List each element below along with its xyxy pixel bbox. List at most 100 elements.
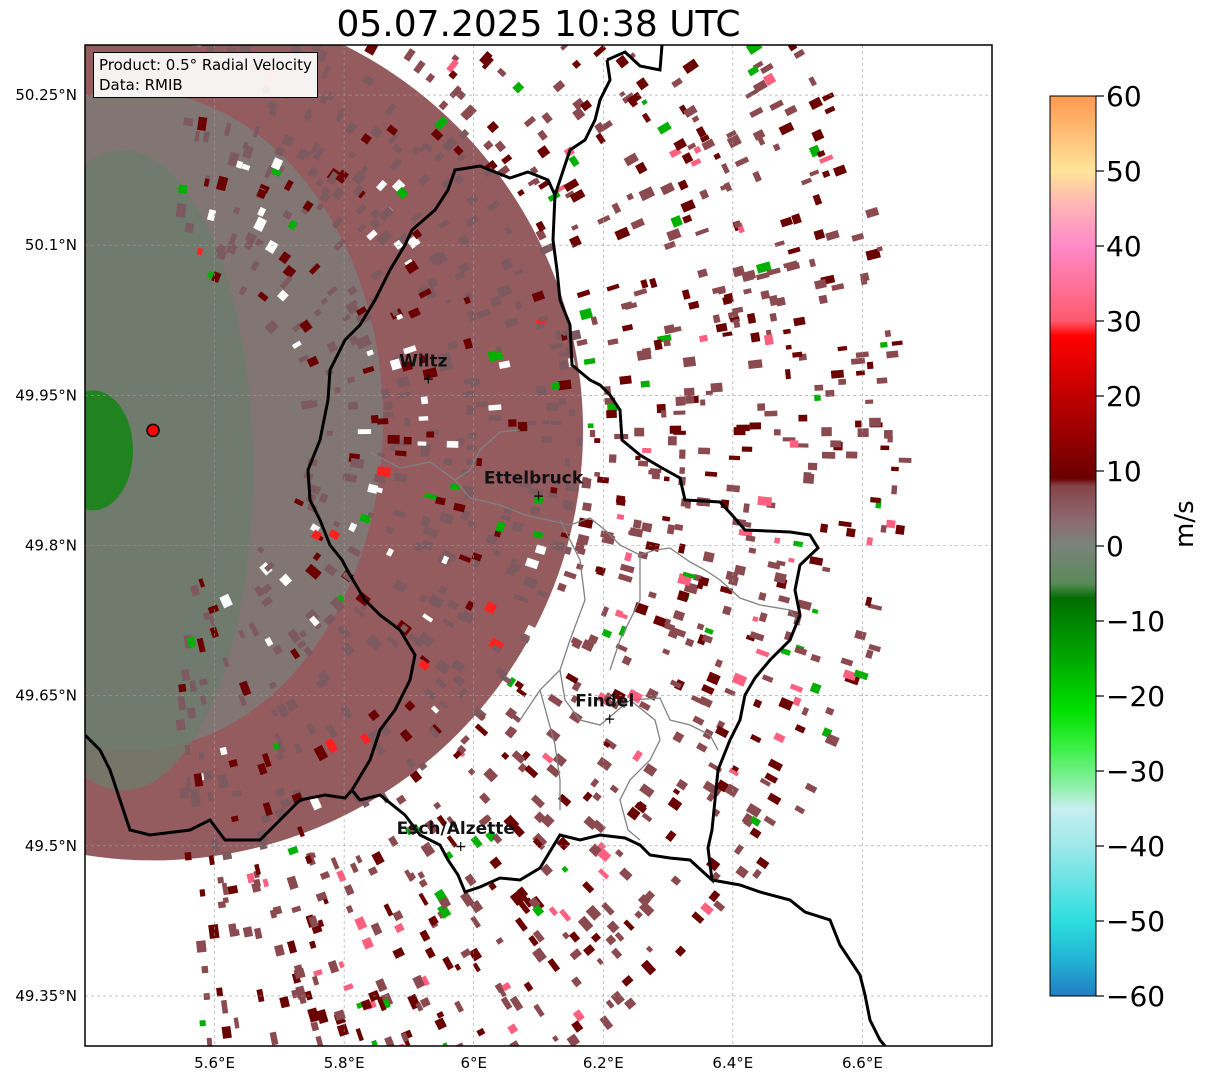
radar-gate xyxy=(418,416,429,421)
radar-gate xyxy=(745,634,756,642)
radar-gate xyxy=(187,636,196,648)
radar-gate xyxy=(667,436,677,446)
radar-gate xyxy=(404,826,413,836)
radar-gate xyxy=(391,179,406,193)
radar-gate xyxy=(378,206,394,222)
radar-gate xyxy=(840,657,854,667)
radar-gate xyxy=(547,693,563,708)
radar-gate xyxy=(356,223,367,233)
radar-gate xyxy=(831,283,845,292)
radar-gate xyxy=(794,724,806,734)
radar-gate xyxy=(325,723,338,739)
radar-gate xyxy=(787,246,801,255)
radar-gate xyxy=(783,260,798,269)
radar-gate xyxy=(667,796,683,811)
radar-gate xyxy=(424,492,438,500)
radar-gate xyxy=(562,330,570,337)
radar-gate xyxy=(317,919,325,928)
radar-gate xyxy=(540,863,553,877)
radar-gate xyxy=(569,948,582,961)
radar-gate xyxy=(865,207,880,219)
radar-gate xyxy=(514,300,523,310)
radar-gate xyxy=(298,629,308,639)
radar-gate xyxy=(837,345,848,352)
radar-gate xyxy=(208,855,215,866)
radar-gate xyxy=(460,110,471,121)
radar-gate xyxy=(801,706,810,717)
radar-gate xyxy=(438,585,448,596)
radar-gate xyxy=(541,435,552,443)
radar-gate xyxy=(190,584,201,597)
radar-gate xyxy=(582,881,595,894)
radar-gate xyxy=(228,759,238,768)
radar-gate xyxy=(518,901,531,915)
radar-gate xyxy=(276,702,290,718)
radar-gate xyxy=(482,814,492,824)
radar-gate xyxy=(747,65,760,77)
radar-gate xyxy=(554,330,563,341)
radar-gate xyxy=(572,97,585,111)
radar-gate xyxy=(454,270,466,281)
radar-gate xyxy=(419,654,430,665)
radar-gate xyxy=(270,708,278,718)
radar-gate xyxy=(570,636,579,645)
radar-gate xyxy=(208,923,220,939)
radar-gate xyxy=(474,723,489,737)
radar-gate xyxy=(809,556,824,566)
radar-gate xyxy=(366,349,374,357)
radar-gate xyxy=(529,506,541,516)
radar-gate xyxy=(819,523,829,533)
radar-gate xyxy=(596,756,613,772)
radar-gate xyxy=(343,983,354,992)
radar-gate xyxy=(603,692,613,703)
radar-gate xyxy=(206,209,217,222)
radar-gate xyxy=(676,778,689,791)
radar-gate xyxy=(715,322,728,333)
radar-gate xyxy=(830,369,845,379)
radar-gate xyxy=(618,625,628,637)
radar-gate xyxy=(660,182,675,196)
radar-gate xyxy=(465,404,476,416)
radar-gate xyxy=(357,189,366,199)
radar-gate xyxy=(348,151,357,159)
radar-gate xyxy=(741,269,757,282)
radar-gate xyxy=(207,604,220,614)
colorbar-label: m/s xyxy=(1170,500,1200,548)
radar-gate xyxy=(693,145,702,154)
radar-gate xyxy=(791,213,802,225)
radar-gate xyxy=(733,427,746,436)
radar-gate xyxy=(687,142,697,151)
radar-gate xyxy=(634,427,645,437)
radar-gate xyxy=(522,575,538,590)
radar-gate xyxy=(364,45,379,56)
radar-gate xyxy=(546,763,561,778)
radar-gate xyxy=(633,288,648,297)
radar-gate xyxy=(376,229,393,246)
radar-gate xyxy=(731,672,748,687)
radar-gate xyxy=(564,546,572,556)
radar-gate xyxy=(541,112,553,124)
radar-gate xyxy=(760,290,771,300)
radar-gate xyxy=(696,742,708,753)
radar-gate xyxy=(476,1027,486,1037)
radar-gate xyxy=(821,427,832,437)
radar-gate xyxy=(290,881,299,889)
radar-gate xyxy=(462,390,475,398)
radar-gate xyxy=(732,265,746,278)
radar-gate xyxy=(307,483,321,495)
radar-gate xyxy=(498,360,511,370)
radar-gate xyxy=(824,706,835,716)
radar-gate xyxy=(501,751,510,760)
radar-gate xyxy=(511,750,526,764)
radar-gate xyxy=(248,622,260,637)
radar-gate xyxy=(677,543,686,554)
radar-gate xyxy=(437,903,452,919)
radar-gate xyxy=(287,845,299,856)
radar-gate xyxy=(183,117,194,127)
radar-gate xyxy=(274,944,285,957)
radar-gate xyxy=(714,659,723,668)
radar-gate xyxy=(420,396,429,405)
radar-gate xyxy=(485,534,498,545)
radar-gate xyxy=(615,54,630,69)
radar-gate xyxy=(341,313,352,322)
